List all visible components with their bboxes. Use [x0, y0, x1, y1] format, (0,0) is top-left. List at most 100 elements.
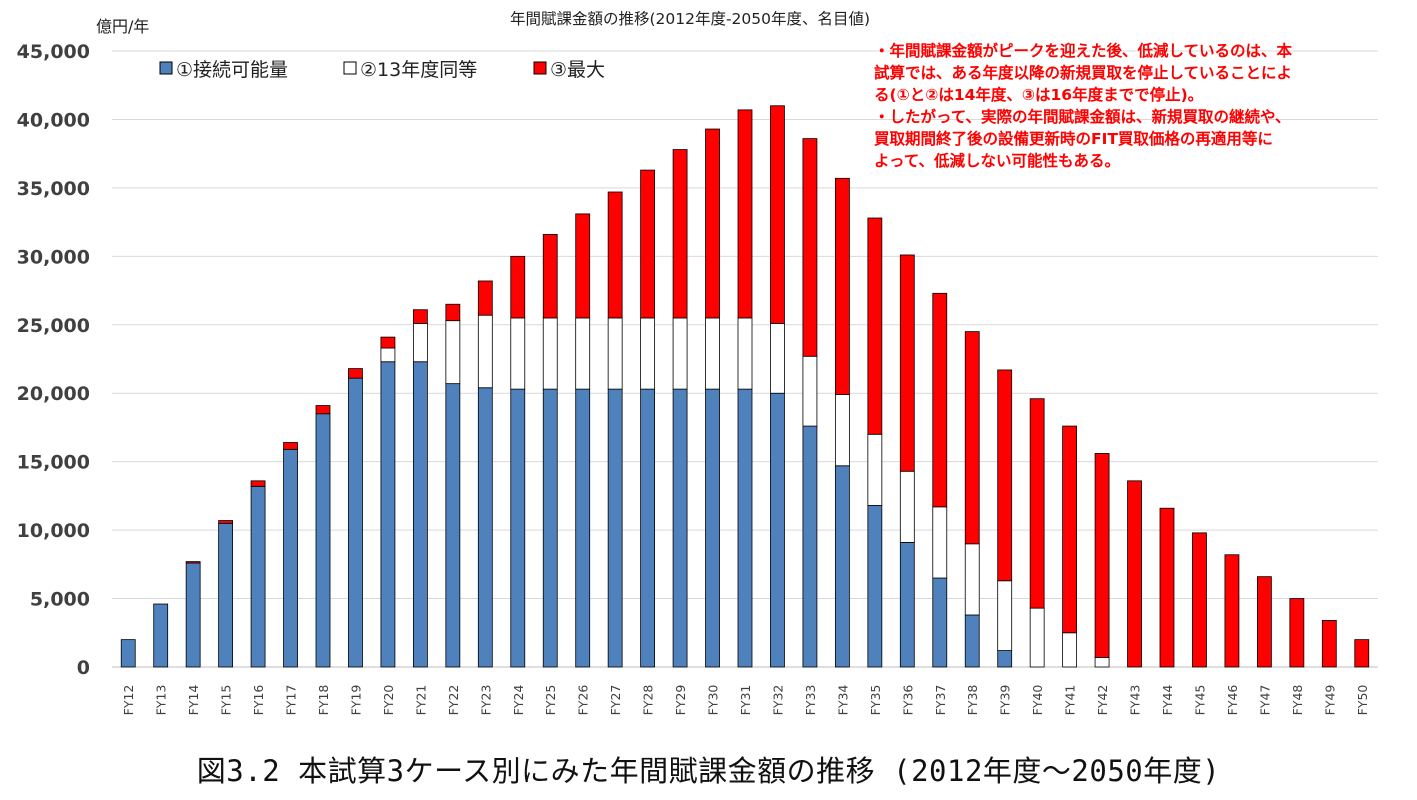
x-tick-label: FY49: [1322, 685, 1337, 716]
x-tick-label: FY42: [1095, 685, 1110, 716]
bar-segment-s2: [737, 317, 753, 390]
bar-segment-s3: [250, 480, 266, 487]
bar-segment-s3: [1256, 576, 1272, 668]
bar-segment-s1: [932, 577, 948, 668]
bar-segment-s1: [218, 522, 234, 668]
x-tick-label: FY44: [1160, 685, 1175, 716]
bar-segment-s1: [770, 392, 785, 668]
bar-segment-s1: [380, 361, 396, 668]
bar-segment-s3: [932, 292, 948, 508]
chart-title: 年間賦課金額の推移(2012年度-2050年度、名目値): [510, 10, 870, 28]
y-tick-label: 40,000: [17, 109, 90, 131]
x-tick-label: FY37: [933, 685, 948, 716]
x-tick-label: FY30: [706, 685, 721, 716]
x-axis-ticks: FY12 FY13 FY14 FY15 FY16 FY17 FY18 FY19 FY20 FY21…: [121, 685, 1370, 716]
x-tick-label: FY12: [121, 685, 136, 716]
bar-segment-s2: [640, 317, 656, 390]
x-tick-label: FY35: [868, 685, 883, 716]
annotation-line: ・したがって、実際の年間賦課金額は、新規買取の継続や、: [874, 108, 1291, 126]
bar-segment-s1: [542, 388, 558, 668]
bar-segment-s1: [997, 650, 1013, 668]
bar-segment-s3: [770, 105, 785, 324]
bar-segment-s2: [672, 317, 688, 390]
y-tick-label: 45,000: [17, 41, 90, 63]
bar-segment-s3: [672, 149, 688, 319]
bar-segment-s1: [672, 388, 688, 668]
x-tick-label: FY23: [478, 685, 493, 716]
chart: 0 5,000 10,000 15,000 20,000 25,000 30,000 35,0…: [17, 10, 1378, 716]
x-tick-label: FY21: [413, 685, 428, 716]
bar-segment-s2: [510, 317, 526, 390]
bar-segment-s1: [964, 614, 980, 668]
bar-segment-s3: [575, 213, 591, 319]
bar-segment-s2: [1094, 657, 1110, 668]
y-tick-label: 10,000: [17, 520, 90, 542]
bar-segment-s2: [932, 506, 948, 579]
bar-segment-s3: [1321, 620, 1337, 668]
annotation-note: ・年間賦課金額がピークを迎えた後、低減しているのは、本 試算では、ある年度以降の…: [874, 40, 1374, 172]
bar-segment-s3: [380, 336, 396, 349]
bar-segment-s2: [867, 433, 883, 506]
bar-segment-s2: [575, 317, 591, 390]
annotation-line: よって、低減しない可能性もある。: [874, 152, 1120, 170]
x-tick-label: FY46: [1225, 685, 1240, 716]
bar-segment-s1: [899, 542, 915, 668]
x-tick-label: FY43: [1128, 685, 1143, 716]
y-tick-label: 15,000: [17, 452, 90, 474]
bar-segment-s3: [1029, 398, 1045, 609]
x-tick-label: FY28: [641, 685, 656, 716]
bar-segment-s2: [705, 317, 720, 390]
bar-segment-s3: [1127, 480, 1142, 668]
x-tick-label: FY50: [1355, 685, 1370, 716]
bar-segment-s1: [153, 603, 169, 668]
bar-segment-s3: [445, 303, 461, 322]
bar-segment-s3: [899, 254, 915, 472]
bar-segment-s1: [705, 388, 720, 668]
bar-segment-s3: [510, 255, 526, 319]
y-axis-label: 億円/年: [96, 17, 149, 36]
x-tick-label: FY34: [835, 685, 850, 716]
bar-segment-s3: [737, 109, 753, 319]
bar-segment-s2: [412, 323, 428, 363]
y-tick-label: 20,000: [17, 383, 90, 405]
bar-segment-s1: [250, 485, 266, 668]
x-tick-label: FY38: [965, 685, 980, 716]
bar-segment-s1: [185, 562, 201, 668]
bar-segment-s1: [834, 465, 850, 668]
y-tick-label: 5,000: [30, 589, 90, 611]
bar-segment-s3: [1224, 554, 1240, 668]
x-tick-label: FY13: [154, 685, 169, 716]
annotation-line: ・年間賦課金額がピークを迎えた後、低減しているのは、本: [874, 42, 1293, 60]
bar-segment-s3: [1094, 453, 1110, 658]
bar-segment-s3: [1159, 507, 1175, 668]
x-tick-label: FY16: [251, 685, 266, 716]
x-tick-label: FY48: [1290, 685, 1305, 716]
bar-segment-s3: [348, 368, 363, 379]
x-tick-label: FY31: [738, 685, 753, 716]
bars: [120, 105, 1370, 668]
y-tick-label: 25,000: [17, 315, 90, 337]
legend: ①接続可能量 ②13年度同等 ③最大: [159, 59, 605, 81]
x-tick-label: FY25: [543, 685, 558, 716]
x-tick-label: FY18: [316, 685, 331, 716]
bar-segment-s1: [348, 377, 363, 668]
bar-segment-s3: [283, 442, 298, 450]
x-tick-label: FY17: [284, 685, 299, 716]
bar-segment-s3: [1354, 639, 1370, 668]
bar-segment-s3: [964, 331, 980, 545]
legend-label: ③最大: [550, 59, 605, 81]
bar-segment-s3: [640, 169, 656, 319]
bar-segment-s1: [412, 361, 428, 668]
bar-segment-s1: [607, 388, 623, 668]
x-tick-label: FY19: [348, 685, 363, 716]
bar-segment-s3: [185, 561, 201, 564]
x-tick-label: FY33: [803, 685, 818, 716]
x-tick-label: FY40: [1030, 685, 1045, 716]
bar-segment-s1: [120, 639, 136, 668]
legend-label: ①接続可能量: [176, 59, 288, 81]
annotation-line: る(①と②は14年度、③は16年度までで停止)。: [874, 86, 1204, 104]
bar-segment-s3: [1289, 598, 1305, 668]
bar-segment-s3: [477, 280, 493, 316]
y-tick-label: 30,000: [17, 246, 90, 268]
bar-segment-s3: [315, 405, 331, 415]
